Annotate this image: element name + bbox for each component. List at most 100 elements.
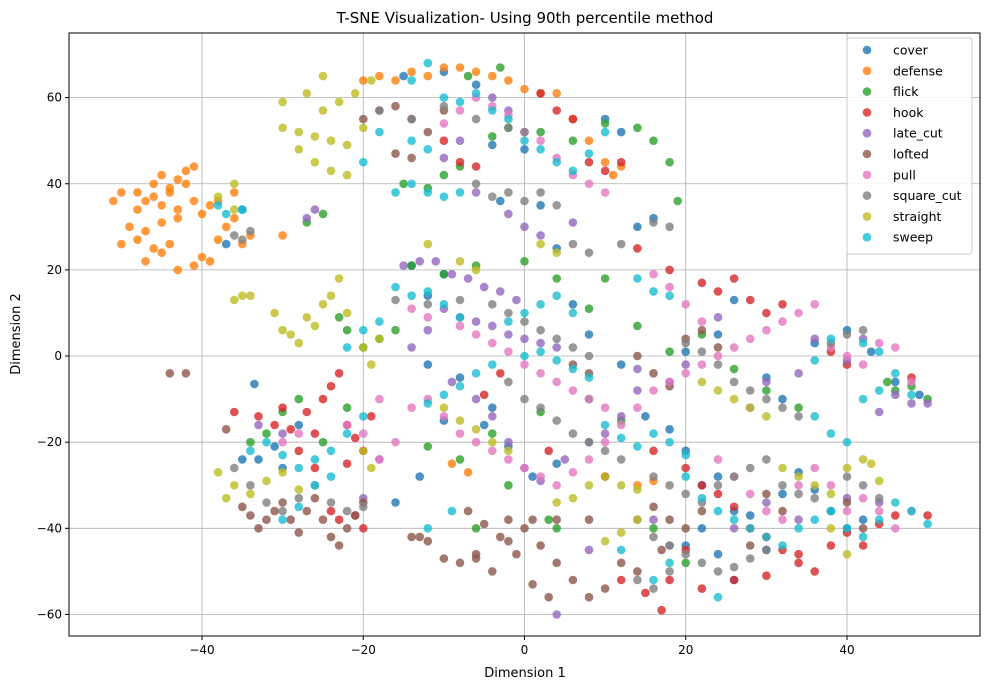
data-point (536, 201, 545, 210)
data-point (891, 377, 900, 387)
data-point (488, 446, 497, 456)
data-point (504, 377, 513, 387)
data-point (826, 524, 836, 533)
data-point (584, 545, 594, 555)
data-point (278, 231, 287, 240)
data-point (439, 119, 449, 128)
data-point (681, 347, 690, 357)
data-point (842, 463, 852, 473)
data-point (310, 429, 320, 438)
legend-label: flick (893, 84, 919, 99)
data-point (616, 455, 626, 464)
data-point (350, 89, 360, 98)
data-point (326, 472, 336, 481)
data-point (600, 188, 610, 197)
data-point (745, 334, 755, 344)
data-point (504, 446, 513, 456)
data-point (810, 515, 819, 524)
data-point (246, 511, 255, 520)
data-point (858, 541, 868, 550)
data-point (536, 89, 545, 98)
data-point (342, 506, 352, 516)
data-point (117, 188, 126, 197)
data-point (697, 481, 707, 490)
data-point (665, 437, 674, 447)
data-point (342, 429, 352, 438)
data-point (302, 313, 312, 322)
data-point (302, 89, 312, 98)
series-lofted (165, 101, 868, 602)
data-point (665, 558, 674, 568)
data-point (221, 222, 231, 232)
data-point (471, 188, 481, 197)
data-point (874, 506, 884, 516)
data-point (762, 394, 771, 404)
data-point (649, 136, 658, 145)
data-point (496, 63, 505, 72)
data-point (842, 506, 852, 516)
legend-item-cover: cover (862, 43, 929, 58)
data-point (842, 524, 852, 533)
data-point (536, 325, 545, 335)
data-point (778, 317, 787, 326)
data-point (238, 502, 247, 512)
data-point (536, 541, 545, 550)
data-point (681, 360, 690, 369)
data-point (165, 369, 175, 378)
data-point (552, 356, 561, 365)
data-point (471, 89, 481, 98)
data-point (794, 369, 803, 378)
data-point (141, 257, 150, 266)
data-point (665, 515, 674, 524)
legend-marker (862, 170, 872, 180)
data-point (359, 123, 368, 133)
data-point (310, 481, 320, 490)
data-point (616, 360, 626, 369)
data-point (584, 481, 594, 490)
data-point (238, 235, 247, 244)
data-point (391, 76, 400, 85)
data-point (729, 575, 739, 585)
data-point (359, 343, 368, 352)
data-point (471, 394, 481, 404)
data-point (891, 390, 900, 400)
data-point (552, 201, 561, 210)
data-point (455, 106, 465, 115)
legend-marker (862, 149, 872, 159)
data-point (423, 58, 433, 68)
data-point (439, 412, 449, 421)
data-point (221, 239, 231, 249)
data-point (858, 524, 868, 533)
x-tick-label: 40 (839, 643, 854, 657)
data-point (842, 498, 852, 507)
data-point (238, 205, 247, 214)
data-point (423, 325, 433, 335)
data-point (294, 502, 304, 512)
y-tick-label: −60 (37, 607, 62, 621)
data-point (552, 459, 561, 469)
data-point (633, 442, 642, 451)
data-point (633, 274, 642, 283)
legend-marker (862, 191, 872, 200)
data-point (471, 114, 481, 124)
data-point (117, 239, 126, 249)
data-point (520, 127, 529, 137)
data-point (633, 364, 642, 374)
data-point (600, 446, 610, 456)
data-point (552, 558, 561, 568)
x-tick-label: 0 (521, 643, 529, 657)
data-point (439, 403, 449, 413)
data-point (221, 425, 231, 434)
data-point (334, 515, 344, 524)
data-point (157, 201, 166, 210)
data-point (488, 403, 497, 413)
data-point (552, 610, 561, 619)
data-point (584, 351, 594, 361)
data-point (697, 317, 707, 326)
data-point (697, 278, 707, 288)
data-point (568, 386, 578, 395)
data-point (536, 145, 545, 154)
data-point (423, 524, 433, 533)
data-point (342, 308, 352, 318)
data-point (681, 300, 690, 309)
